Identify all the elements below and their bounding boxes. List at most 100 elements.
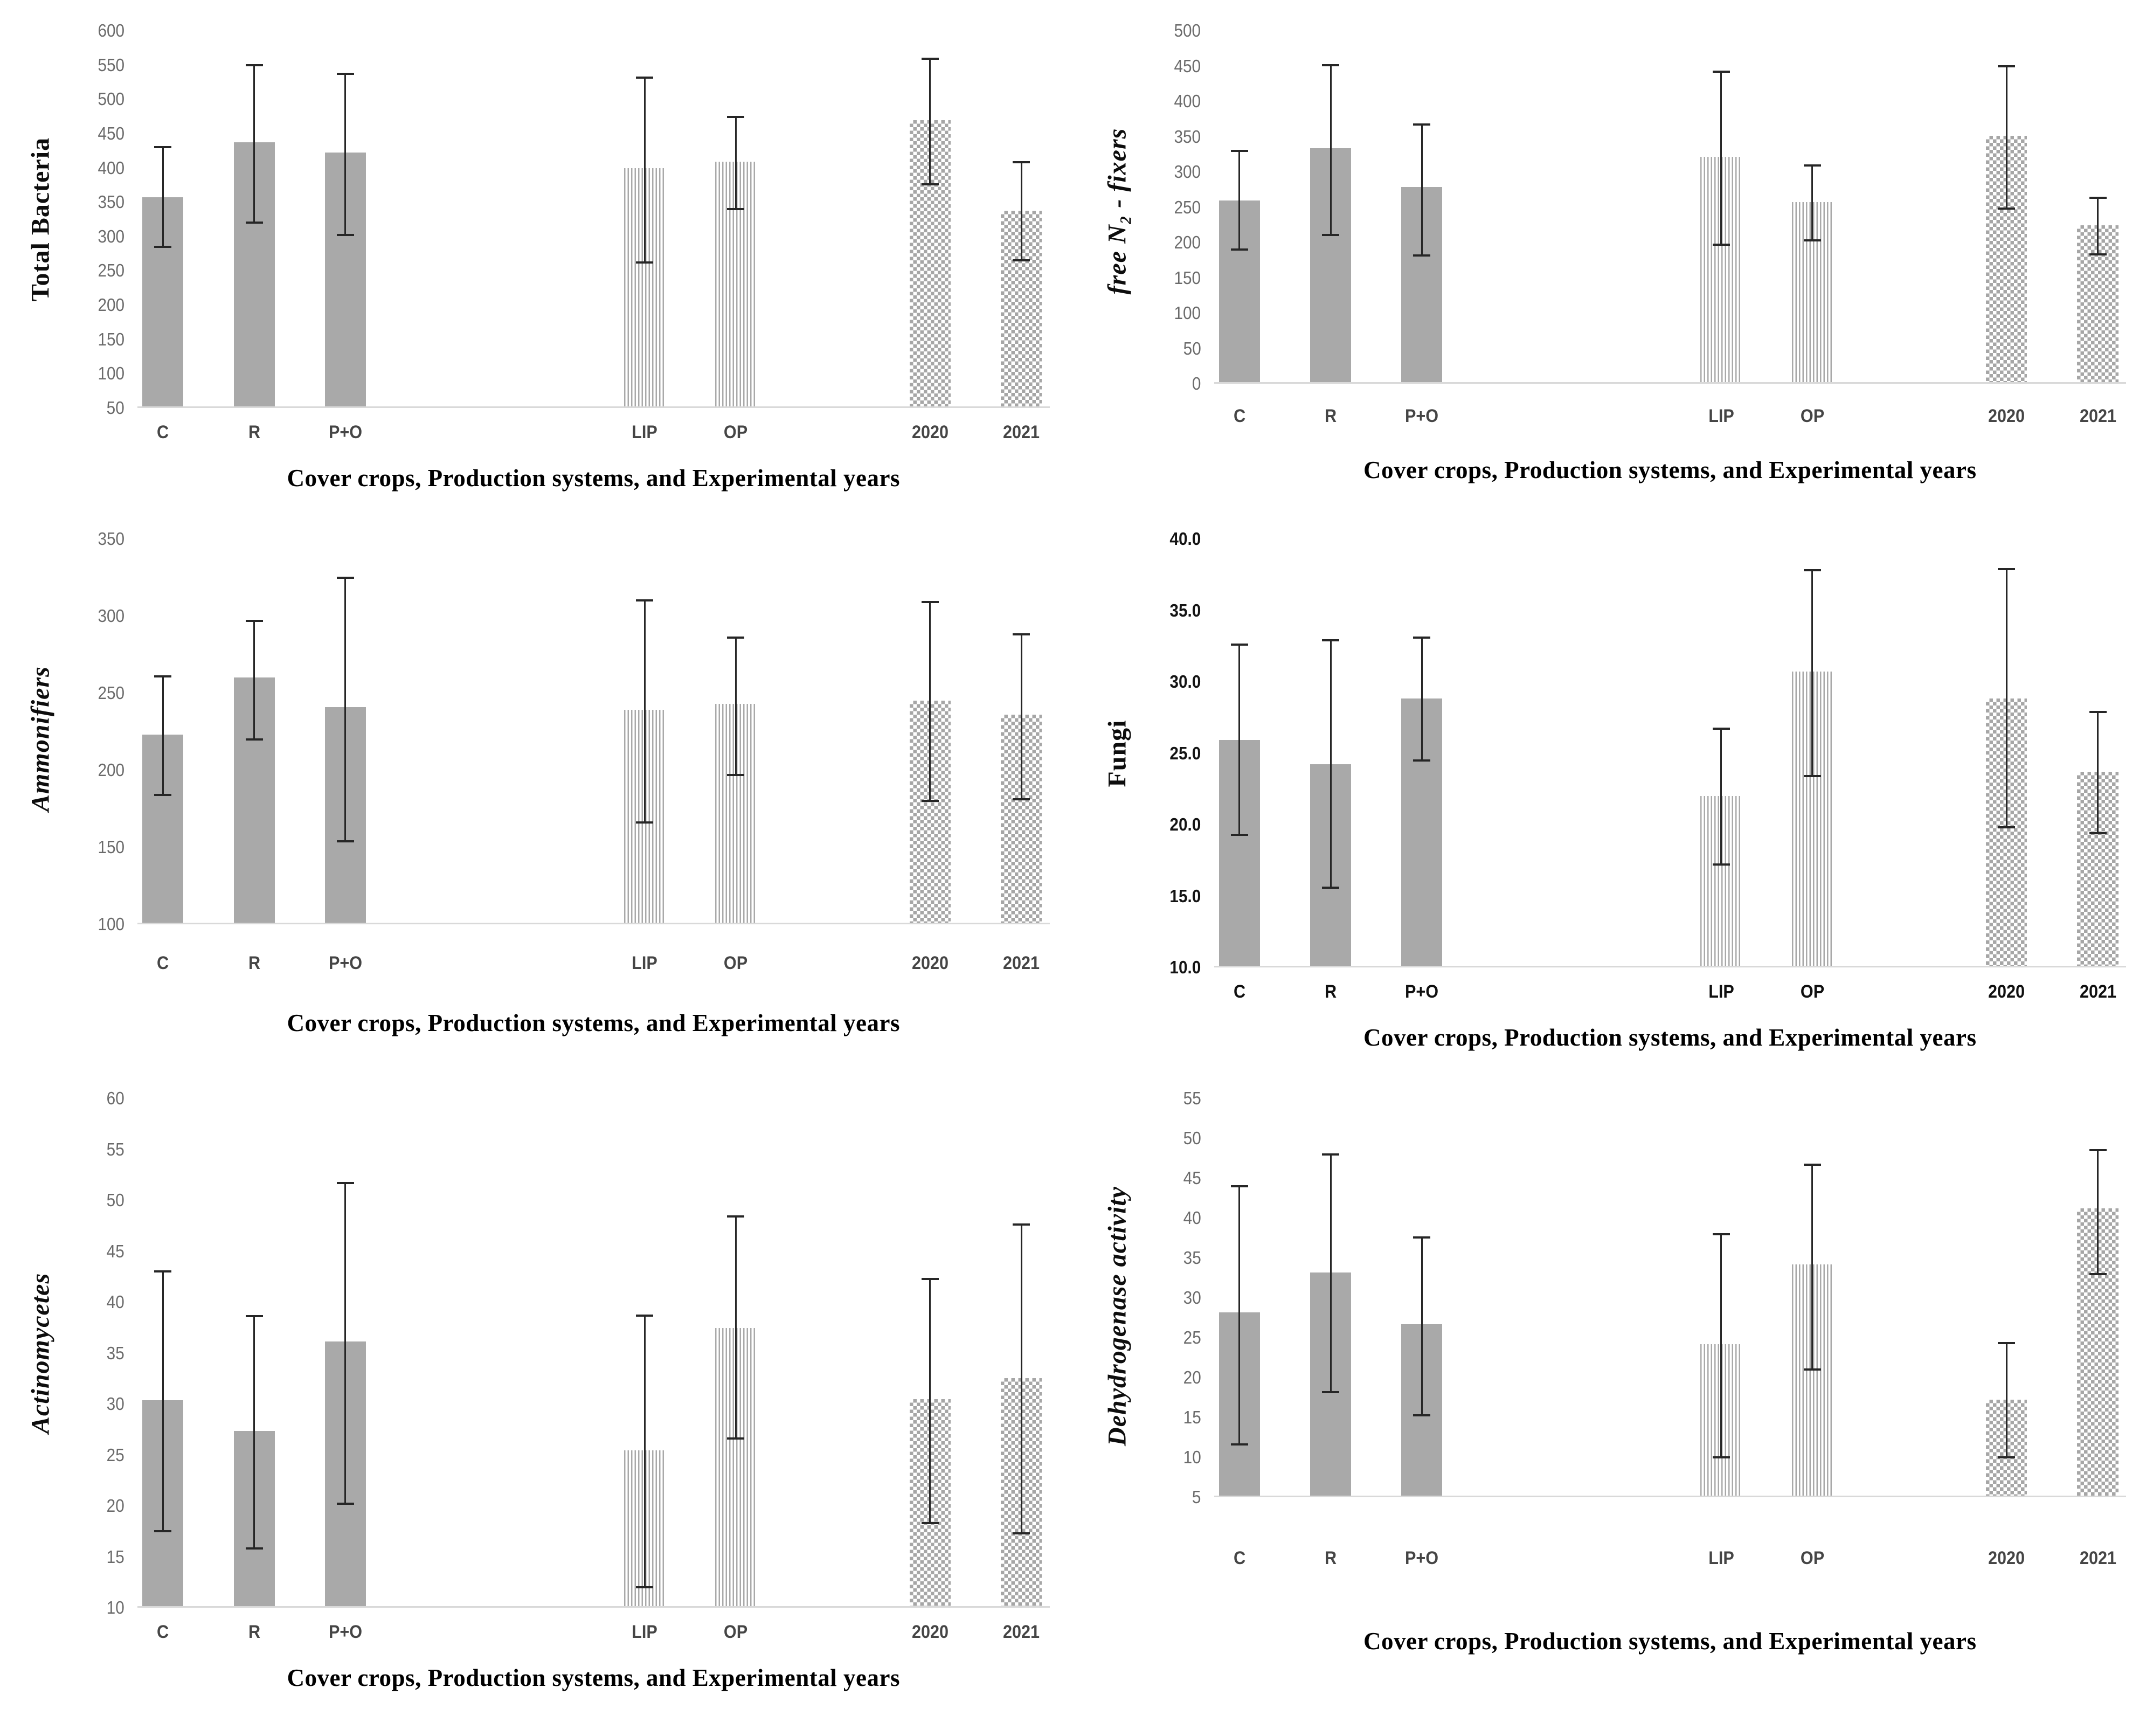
y-tick-label: 200 [98,760,124,780]
error-cap-top [1413,636,1431,639]
error-cap-top [1803,164,1821,167]
error-cap-bottom [1413,1414,1431,1416]
error-bar-lip [1712,728,1730,866]
x-category-label-c: C [1233,406,1245,426]
figure-grid: Total Bacteria 600 550 500 450 400 350 300 250 2… [11,20,2127,1691]
plot-area [1214,539,2126,967]
y-tick-label: 10.0 [1169,957,1201,977]
error-cap-bottom [245,1547,263,1550]
error-bar-lip [636,599,654,824]
error-bar-2020 [921,1277,939,1525]
error-cap-top [1803,569,1821,572]
x-category-label-2021: 2021 [1002,1622,1040,1642]
y-axis-ticks: 40.0 35.0 30.0 25.0 20.0 15.0 10.0 [1147,529,1214,977]
x-axis-title: Cover crops, Production systems, and Exp… [287,1664,900,1691]
y-tick-label: 20 [1183,1367,1201,1387]
x-category-label-c: C [157,952,169,973]
y-tick-label: 30 [1183,1288,1201,1308]
error-cap-top [1413,1236,1431,1239]
y-axis-title: Total Bacteria [11,31,70,408]
x-category-label-c: C [1233,981,1245,1002]
error-cap-top [727,116,745,119]
error-bar-r [1322,64,1340,236]
error-cap-top [1013,633,1030,636]
y-tick-label: 500 [1174,20,1201,40]
y-tick-label: 300 [98,606,124,626]
error-bar-2021 [2089,710,2107,834]
x-category-label-op: OP [1800,981,1824,1002]
error-cap-bottom [636,821,654,824]
x-category-label-p-plus-o: P+O [1405,1548,1439,1569]
y-tick-label: 60 [106,1088,124,1108]
x-axis-category-labels: C R P+O LIP OP 2020 2021 [137,1608,1050,1650]
x-category-label-lip: LIP [1708,406,1734,426]
y-axis-ticks: 500 450 400 350 300 250 200 150 100 50 0 [1147,20,1214,393]
x-category-label-op: OP [1800,406,1824,426]
error-bar-2021 [2089,1149,2107,1275]
x-axis-title: Cover crops, Production systems, and Exp… [287,1009,900,1037]
error-cap-bottom [1230,248,1248,251]
y-axis-title-text: Dehydrogenase activity [1103,1186,1131,1447]
error-bar-c [154,146,172,248]
error-bar-r [1322,639,1340,889]
x-axis-category-labels: C R P+O LIP OP 2020 2021 [1214,392,2127,434]
error-cap-bottom [1803,239,1821,242]
error-bar-2021 [2089,197,2107,256]
y-tick-label: 55 [106,1139,124,1159]
x-axis-title: Cover crops, Production systems, and Exp… [1363,1024,1977,1051]
y-tick-label: 250 [98,683,124,703]
x-axis-title: Cover crops, Production systems, and Exp… [1363,457,1977,483]
y-tick-label: 45 [106,1241,124,1261]
error-cap-top [1013,1223,1030,1226]
y-tick-label: 100 [98,363,124,384]
error-cap-bottom [1998,208,2016,210]
x-category-label-op: OP [724,952,748,973]
error-cap-top [1413,123,1431,126]
x-category-label-lip: LIP [1708,1548,1734,1569]
error-cap-bottom [1322,886,1340,889]
error-bar-op [727,1215,745,1440]
error-cap-bottom [921,183,939,186]
y-axis-title-text: free N₂ - fixers [1103,128,1131,295]
x-axis-category-labels: C R P+O LIP OP 2020 2021 [137,408,1050,450]
y-axis-ticks: 60 55 50 45 40 35 30 25 20 15 10 [70,1088,137,1617]
y-tick-label: 250 [1174,197,1201,217]
error-cap-top [336,73,354,75]
x-category-label-op: OP [1800,1548,1824,1569]
x-category-label-lip: LIP [632,422,657,442]
error-cap-top [1998,1342,2016,1345]
y-tick-label: 500 [98,89,124,109]
error-cap-top [1712,728,1730,730]
x-category-label-2021: 2021 [2079,1548,2116,1569]
y-tick-label: 400 [1174,91,1201,111]
y-tick-label: 350 [98,529,124,549]
x-category-label-p-plus-o: P+O [328,952,362,973]
y-axis-title: Ammonifiers [11,539,70,939]
error-cap-top [921,1277,939,1280]
x-axis-category-labels: C R P+O LIP OP 2020 2021 [1214,1534,2127,1576]
error-cap-bottom [154,245,172,248]
error-cap-top [921,601,939,604]
y-tick-label: 30.0 [1169,672,1201,691]
y-tick-label: 100 [98,914,124,934]
y-tick-label: 10 [106,1597,124,1617]
y-axis-ticks: 55 50 45 40 35 30 25 20 15 10 5 [1147,1088,1214,1534]
x-category-label-lip: LIP [632,952,657,973]
error-bar-p-plus-o [336,576,354,842]
x-category-label-lip: LIP [1708,981,1734,1002]
x-axis-category-labels: C R P+O LIP OP 2020 2021 [137,939,1050,981]
x-category-label-2020: 2020 [1988,406,2025,426]
y-tick-label: 55 [1183,1088,1201,1108]
error-bar-2020 [1998,65,2016,210]
y-tick-label: 40 [106,1292,124,1312]
y-tick-label: 50 [1183,338,1201,358]
error-cap-bottom [636,1586,654,1589]
error-bar-2021 [1013,161,1030,262]
y-tick-label: 30 [106,1394,124,1414]
error-cap-top [727,1215,745,1218]
error-cap-top [636,1314,654,1317]
error-cap-top [1712,70,1730,73]
y-tick-label: 15 [106,1546,124,1567]
x-axis-title: Cover crops, Production systems, and Exp… [287,465,900,492]
error-bar-op [1803,569,1821,777]
